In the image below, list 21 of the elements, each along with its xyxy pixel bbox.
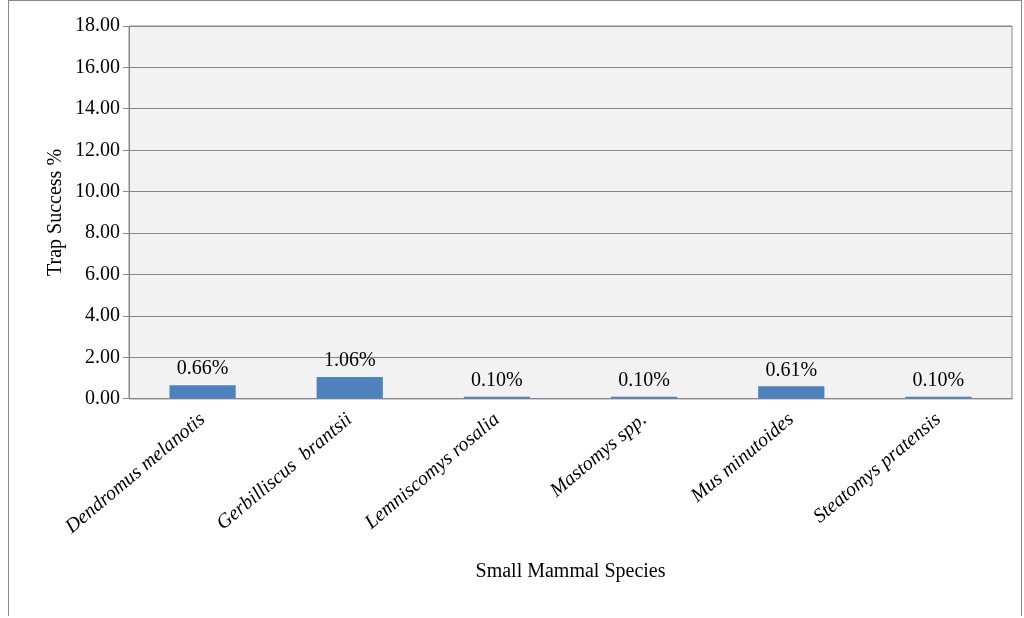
data-label: 0.10% — [471, 368, 523, 391]
data-label: 1.06% — [323, 348, 376, 371]
data-label: 0.66% — [176, 356, 229, 379]
y-tick-label: 2.00 — [85, 344, 120, 367]
data-label: 0.10% — [618, 368, 670, 391]
data-label: 0.10% — [912, 368, 965, 391]
y-tick-label: 6.00 — [85, 261, 120, 284]
y-tick-label: 0.00 — [85, 386, 120, 409]
x-axis-title: Small Mammal Species — [475, 559, 666, 583]
y-tick-label: 10.00 — [75, 178, 120, 201]
y-tick-label: 14.00 — [75, 96, 120, 119]
y-tick-label: 16.00 — [75, 54, 120, 77]
data-label: 0.61% — [765, 357, 818, 380]
y-tick-label: 8.00 — [85, 220, 120, 243]
bar — [758, 386, 825, 399]
y-tick-label: 4.00 — [85, 303, 120, 326]
y-tick-label: 12.00 — [75, 137, 120, 160]
y-tick-label: 18.00 — [75, 13, 120, 36]
bar — [169, 385, 236, 399]
bar — [316, 376, 383, 399]
y-axis-title: Trap Success % — [43, 148, 67, 276]
